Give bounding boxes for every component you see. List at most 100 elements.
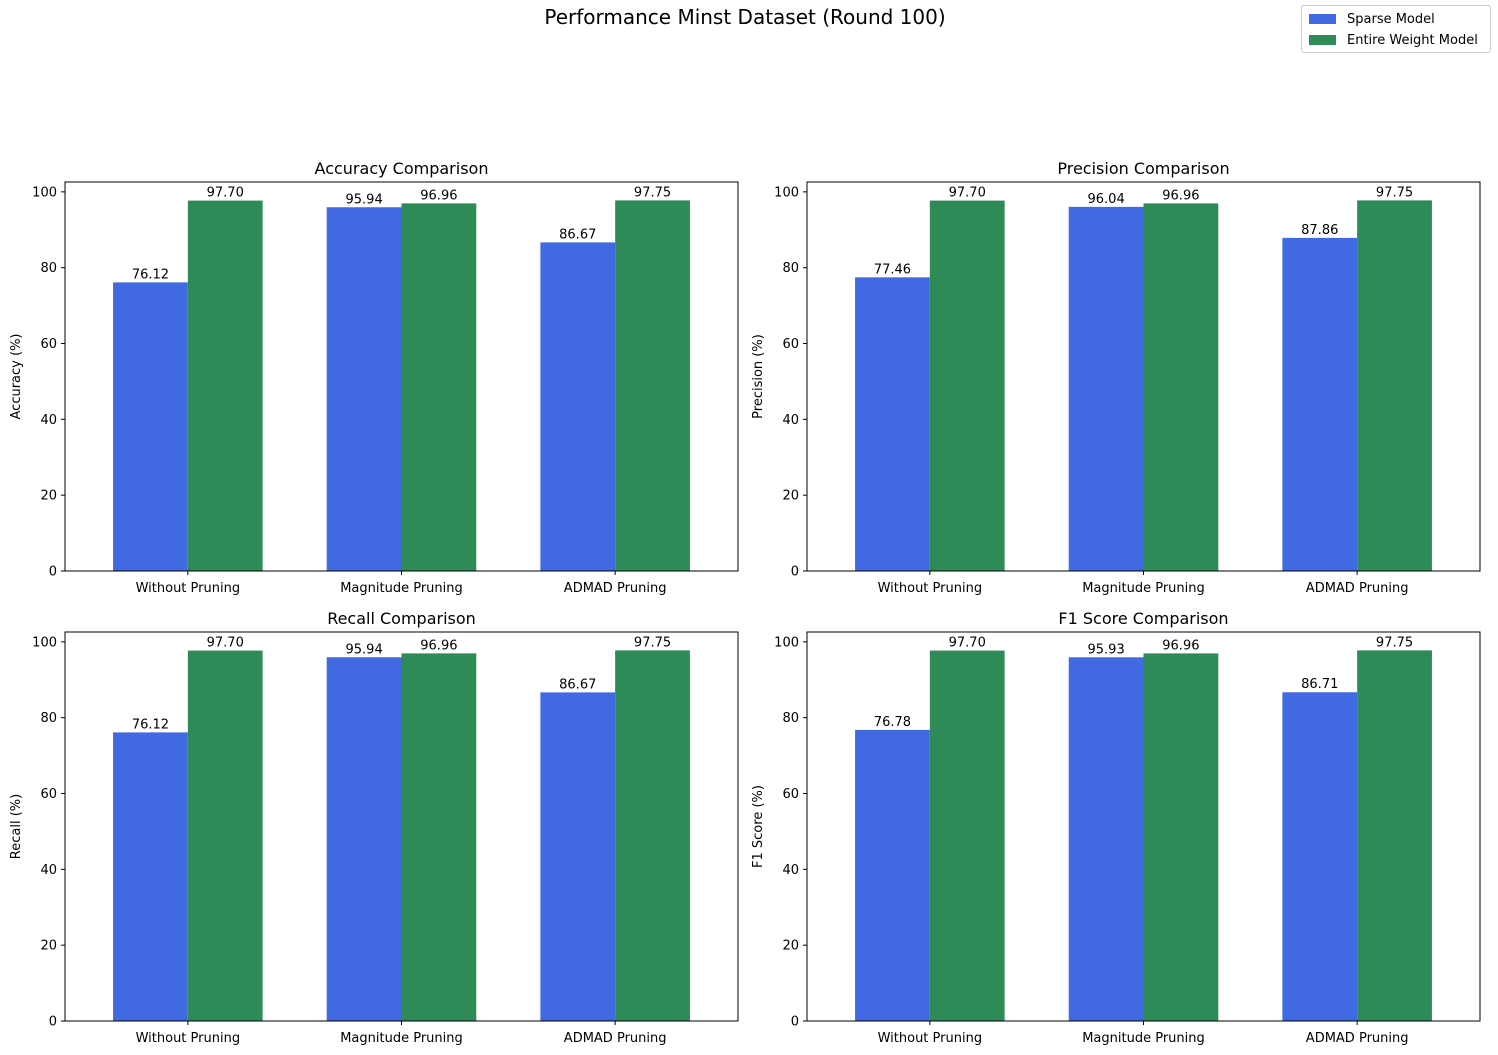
y-tick-label: 20: [40, 489, 57, 504]
y-axis-label: Accuracy (%): [9, 334, 24, 420]
y-tick-label: 60: [40, 787, 57, 802]
data-label: 97.70: [949, 636, 986, 651]
y-tick-label: 60: [782, 787, 799, 802]
data-label: 77.46: [874, 262, 911, 277]
x-tick-label: Magnitude Pruning: [1082, 1031, 1205, 1046]
bar-sparse-model-admad-pruning: [540, 692, 616, 1021]
bar-sparse-model-without-pruning: [855, 729, 930, 1021]
y-tick-label: 60: [782, 337, 799, 352]
bar-sparse-model-admad-pruning: [1282, 692, 1358, 1021]
y-tick-label: 80: [40, 711, 57, 726]
x-tick-label: Without Pruning: [878, 581, 982, 596]
data-label: 86.67: [559, 677, 596, 692]
bar-entire-weight-model-magnitude-pruning: [1143, 203, 1219, 572]
data-label: 96.96: [1162, 638, 1199, 653]
bar-sparse-model-magnitude-pruning: [1068, 206, 1144, 571]
y-tick-label: 100: [32, 185, 57, 200]
x-tick-label: ADMAD Pruning: [564, 581, 667, 596]
y-tick-label: 20: [40, 939, 57, 954]
subplot-title: Accuracy Comparison: [315, 159, 489, 178]
data-label: 76.78: [874, 715, 911, 730]
data-label: 76.12: [132, 267, 169, 282]
y-tick-label: 100: [32, 635, 57, 650]
y-tick-label: 60: [40, 337, 57, 352]
bar-entire-weight-model-without-pruning: [929, 200, 1005, 571]
data-label: 95.94: [346, 642, 383, 657]
bar-entire-weight-model-without-pruning: [187, 650, 263, 1021]
bar-sparse-model-without-pruning: [113, 732, 188, 1021]
legend-label: Entire Weight Model: [1347, 32, 1478, 48]
legend-item-sparse-model: Sparse Model: [1309, 10, 1435, 28]
x-tick-label: Magnitude Pruning: [1082, 581, 1205, 596]
y-tick-label: 40: [40, 863, 57, 878]
bar-entire-weight-model-without-pruning: [187, 200, 263, 571]
subplot-f1-score-comparison: 76.78 95.93 86.71 97.70 96.96 97.75 0 20 40 60 80 1…: [751, 609, 1481, 1046]
subplot-title: Recall Comparison: [327, 609, 476, 628]
subplot-title: F1 Score Comparison: [1058, 609, 1228, 628]
x-tick-label: ADMAD Pruning: [564, 1031, 667, 1046]
legend-swatch-entire-weight-model: [1309, 35, 1336, 45]
data-label: 95.93: [1088, 642, 1125, 657]
data-label: 97.75: [634, 635, 671, 650]
data-label: 96.96: [420, 638, 457, 653]
legend-swatch-sparse-model: [1309, 14, 1336, 24]
data-label: 86.71: [1301, 677, 1338, 692]
bar-sparse-model-admad-pruning: [540, 242, 616, 571]
bar-entire-weight-model-without-pruning: [929, 650, 1005, 1021]
x-tick-label: Without Pruning: [136, 1031, 240, 1046]
data-label: 87.86: [1301, 223, 1338, 238]
data-label: 96.04: [1088, 192, 1125, 207]
bar-entire-weight-model-magnitude-pruning: [1143, 653, 1219, 1021]
data-label: 96.96: [1162, 188, 1199, 203]
y-tick-label: 40: [782, 863, 799, 878]
bar-entire-weight-model-magnitude-pruning: [401, 653, 477, 1021]
y-axis-label: Recall (%): [9, 794, 24, 859]
data-label: 97.70: [207, 186, 244, 201]
y-tick-label: 80: [782, 711, 799, 726]
data-label: 97.75: [634, 185, 671, 200]
y-tick-label: 100: [774, 635, 799, 650]
y-tick-label: 40: [40, 413, 57, 428]
x-tick-label: Magnitude Pruning: [340, 581, 463, 596]
x-tick-label: Without Pruning: [878, 1031, 982, 1046]
bar-sparse-model-magnitude-pruning: [326, 657, 402, 1021]
legend-label: Sparse Model: [1347, 11, 1435, 27]
y-axis-label: Precision (%): [751, 334, 766, 419]
y-tick-label: 80: [40, 261, 57, 276]
bar-entire-weight-model-admad-pruning: [615, 650, 690, 1021]
data-label: 95.94: [346, 192, 383, 207]
y-tick-label: 20: [782, 939, 799, 954]
legend-item-entire-weight-model: Entire Weight Model: [1309, 31, 1478, 49]
y-tick-label: 0: [791, 1015, 799, 1030]
subplot-precision-comparison: 77.46 96.04 87.86 97.70 96.96 97.75 0 20 40 60 80 1…: [751, 159, 1481, 596]
data-label: 97.75: [1376, 635, 1413, 650]
bar-sparse-model-magnitude-pruning: [326, 207, 402, 572]
figure-title: Performance Minst Dataset (Round 100): [544, 5, 946, 29]
data-label: 97.70: [207, 636, 244, 651]
bar-sparse-model-without-pruning: [113, 282, 188, 571]
data-label: 97.70: [949, 186, 986, 201]
data-label: 76.12: [132, 717, 169, 732]
y-tick-label: 80: [782, 261, 799, 276]
bar-sparse-model-without-pruning: [855, 277, 930, 571]
y-tick-label: 0: [49, 565, 57, 580]
x-tick-label: Magnitude Pruning: [340, 1031, 463, 1046]
legend: Sparse Model Entire Weight Model: [1301, 5, 1491, 53]
y-tick-label: 20: [782, 489, 799, 504]
y-tick-label: 0: [49, 1015, 57, 1030]
data-label: 86.67: [559, 227, 596, 242]
data-label: 96.96: [420, 188, 457, 203]
y-tick-label: 0: [791, 565, 799, 580]
subplot-accuracy-comparison: 76.12 95.94 86.67 97.70 96.96 97.75 0 20 40 60 80 1…: [9, 159, 739, 596]
y-tick-label: 100: [774, 185, 799, 200]
bar-entire-weight-model-admad-pruning: [1357, 200, 1432, 571]
data-label: 97.75: [1376, 185, 1413, 200]
x-tick-label: Without Pruning: [136, 581, 240, 596]
bar-entire-weight-model-admad-pruning: [1357, 650, 1432, 1021]
bar-sparse-model-admad-pruning: [1282, 237, 1358, 572]
x-tick-label: ADMAD Pruning: [1306, 1031, 1409, 1046]
bar-entire-weight-model-magnitude-pruning: [401, 203, 477, 572]
bar-sparse-model-magnitude-pruning: [1068, 657, 1144, 1021]
x-tick-label: ADMAD Pruning: [1306, 581, 1409, 596]
